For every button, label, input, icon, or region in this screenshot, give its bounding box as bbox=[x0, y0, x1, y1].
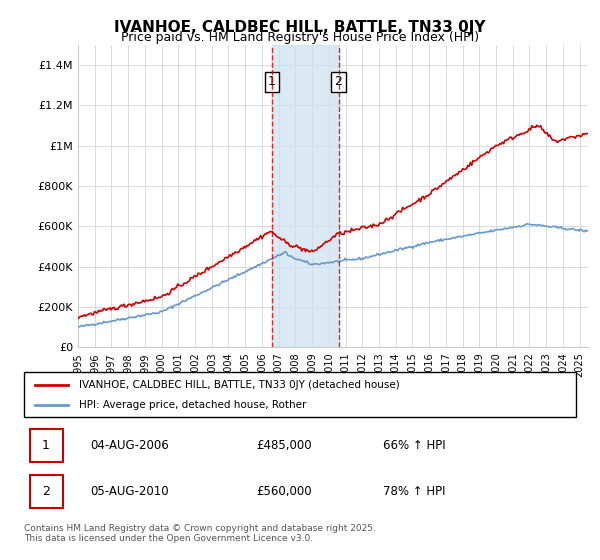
Text: HPI: Average price, detached house, Rother: HPI: Average price, detached house, Roth… bbox=[79, 400, 307, 410]
Text: Contains HM Land Registry data © Crown copyright and database right 2025.
This d: Contains HM Land Registry data © Crown c… bbox=[24, 524, 376, 543]
FancyBboxPatch shape bbox=[24, 372, 576, 417]
Text: 05-AUG-2010: 05-AUG-2010 bbox=[90, 485, 169, 498]
Text: £485,000: £485,000 bbox=[256, 439, 311, 452]
Text: Price paid vs. HM Land Registry's House Price Index (HPI): Price paid vs. HM Land Registry's House … bbox=[121, 31, 479, 44]
Text: 2: 2 bbox=[335, 76, 343, 88]
Text: 2: 2 bbox=[42, 485, 50, 498]
Text: 04-AUG-2006: 04-AUG-2006 bbox=[90, 439, 169, 452]
FancyBboxPatch shape bbox=[29, 430, 62, 461]
Text: 78% ↑ HPI: 78% ↑ HPI bbox=[383, 485, 445, 498]
Text: IVANHOE, CALDBEC HILL, BATTLE, TN33 0JY: IVANHOE, CALDBEC HILL, BATTLE, TN33 0JY bbox=[114, 20, 486, 35]
Text: IVANHOE, CALDBEC HILL, BATTLE, TN33 0JY (detached house): IVANHOE, CALDBEC HILL, BATTLE, TN33 0JY … bbox=[79, 380, 400, 390]
Text: £560,000: £560,000 bbox=[256, 485, 311, 498]
Text: 1: 1 bbox=[42, 439, 50, 452]
Text: 66% ↑ HPI: 66% ↑ HPI bbox=[383, 439, 445, 452]
Text: 1: 1 bbox=[268, 76, 275, 88]
Bar bbox=[272, 45, 338, 347]
FancyBboxPatch shape bbox=[29, 475, 62, 508]
